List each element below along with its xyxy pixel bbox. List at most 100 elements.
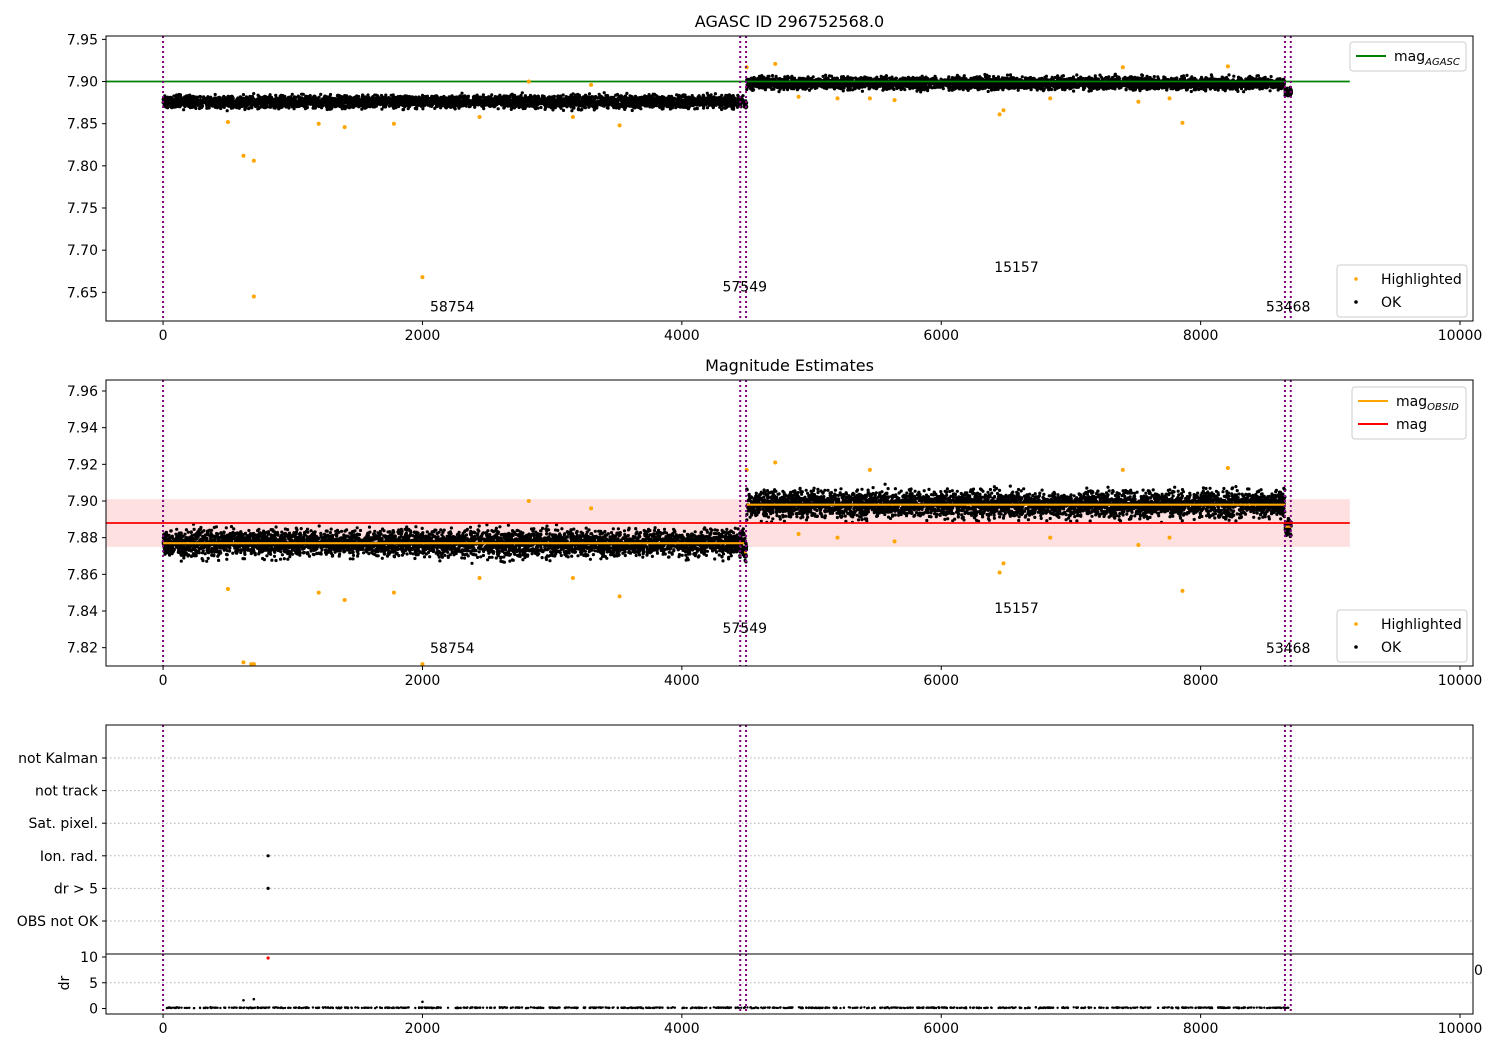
ok-point: [295, 99, 299, 103]
ok-point: [399, 96, 403, 100]
ok-point: [625, 100, 629, 104]
ok-point: [558, 105, 562, 109]
ok-point: [242, 104, 246, 108]
ok-point: [296, 95, 300, 99]
ok-point: [719, 96, 723, 100]
ok-point: [379, 99, 383, 103]
ok-point: [372, 97, 376, 101]
ok-point: [590, 99, 595, 103]
ok-point: [394, 105, 398, 109]
ok-point: [174, 95, 178, 99]
ok-point: [585, 100, 589, 104]
ok-point: [290, 99, 294, 103]
ok-point: [534, 101, 538, 105]
ok-point: [447, 103, 451, 107]
ok-point: [171, 105, 176, 109]
ok-point: [543, 107, 547, 111]
ok-point: [458, 94, 462, 98]
ok-point: [693, 107, 697, 111]
ok-point: [185, 97, 189, 101]
ok-point: [245, 98, 249, 102]
ok-point: [436, 96, 440, 100]
ok-point: [425, 94, 429, 98]
ok-point: [389, 101, 393, 105]
ok-point: [484, 101, 488, 105]
ok-point: [404, 95, 408, 99]
ok-point: [574, 100, 579, 104]
ok-point: [547, 105, 551, 109]
ok-point: [387, 104, 391, 108]
ok-point: [441, 101, 445, 105]
ok-point: [604, 93, 608, 98]
ok-point: [680, 99, 684, 103]
ok-point: [464, 97, 468, 101]
ok-point: [292, 107, 296, 111]
ok-point: [340, 100, 344, 105]
ok-point: [689, 96, 693, 100]
ok-point: [564, 99, 568, 103]
ok-point: [670, 95, 674, 99]
ok-point: [661, 97, 665, 101]
ok-point: [360, 107, 364, 111]
ok-point: [711, 98, 716, 102]
ok-point: [211, 98, 215, 102]
ok-point: [699, 99, 704, 104]
ok-point: [369, 103, 373, 107]
ok-point: [653, 101, 657, 105]
ok-point: [252, 92, 256, 96]
agasc-magnitude-panel: AGASC ID 296752568.058754575491515753468…: [67, 12, 1482, 344]
ok-point: [391, 93, 395, 97]
ok-point: [312, 104, 316, 108]
ok-point: [506, 101, 510, 105]
ok-point: [371, 105, 375, 109]
ok-point: [432, 96, 436, 100]
ok-point: [387, 96, 391, 100]
ok-point: [595, 104, 599, 108]
ok-point: [391, 99, 396, 103]
ok-point: [496, 107, 500, 111]
ok-point: [640, 96, 644, 100]
ok-point: [626, 103, 631, 108]
ok-point: [475, 102, 479, 106]
ok-point: [279, 93, 283, 97]
ok-point: [455, 99, 459, 103]
ok-point: [461, 104, 465, 108]
ok-point: [705, 106, 710, 110]
ok-point: [189, 95, 193, 99]
ok-point: [466, 101, 470, 105]
ok-point: [521, 107, 525, 111]
ok-point: [649, 99, 653, 103]
ok-point: [736, 93, 740, 97]
ok-point: [534, 96, 538, 101]
ok-point: [731, 103, 735, 107]
ok-point: [194, 97, 198, 101]
ok-point: [181, 99, 185, 103]
ok-point: [263, 101, 267, 105]
ok-point: [732, 106, 736, 110]
ok-point: [657, 101, 661, 105]
ok-point: [417, 103, 421, 107]
ok-point: [173, 101, 177, 105]
ok-point: [730, 98, 735, 103]
ok-point: [508, 96, 512, 100]
ok-point: [328, 95, 332, 99]
ok-point: [456, 104, 460, 108]
ok-point: [561, 108, 566, 112]
ok-point: [721, 106, 725, 110]
ok-point: [255, 102, 259, 107]
ok-point: [513, 101, 518, 105]
ok-point: [701, 94, 705, 98]
ok-point: [217, 101, 222, 105]
ok-point: [704, 99, 709, 103]
ok-point: [587, 92, 592, 96]
ok-point: [671, 103, 675, 108]
ok-point: [583, 106, 588, 110]
ok-point: [492, 97, 496, 101]
ok-point: [735, 103, 739, 107]
ok-point: [249, 100, 253, 104]
ok-point: [669, 101, 673, 105]
ok-point: [605, 101, 609, 105]
ok-point: [266, 98, 270, 102]
ok-point: [233, 103, 237, 107]
ok-point: [331, 98, 335, 102]
